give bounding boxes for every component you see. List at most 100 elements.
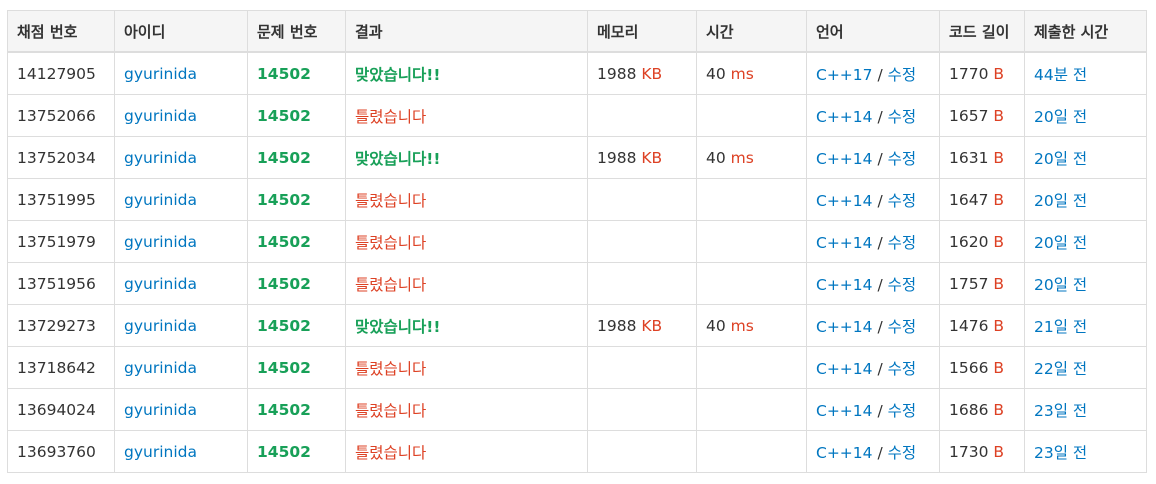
edit-link[interactable]: 수정 [887,149,917,168]
edit-link[interactable]: 수정 [887,401,917,420]
edit-link[interactable]: 수정 [887,191,917,210]
result-cell: 맞았습니다!! [345,304,588,347]
language-link[interactable]: C++14 [816,191,873,210]
edit-link[interactable]: 수정 [887,443,917,462]
user-link[interactable]: gyurinida [124,274,197,293]
edit-link[interactable]: 수정 [887,65,917,84]
language-link[interactable]: C++17 [816,65,873,84]
submitted-time-link[interactable]: 23일 전 [1034,401,1088,420]
language-cell: C++14 / 수정 [806,430,940,473]
language-link[interactable]: C++14 [816,401,873,420]
code-length-unit: B [993,148,1005,167]
submitted-time-link[interactable]: 20일 전 [1034,233,1088,252]
submitted-time-link[interactable]: 20일 전 [1034,149,1088,168]
submitted-time-cell: 23일 전 [1024,388,1147,431]
status-table-container: 채점 번호 아이디 문제 번호 결과 메모리 시간 언어 코드 길이 제출한 시… [7,10,1147,473]
problem-link[interactable]: 14502 [257,442,311,461]
user-cell: gyurinida [114,346,248,389]
submitted-time-link[interactable]: 44분 전 [1034,65,1088,84]
language-separator: / [877,275,883,294]
language-separator: / [877,359,883,378]
language-cell: C++14 / 수정 [806,178,940,221]
problem-cell: 14502 [247,136,346,179]
language-cell: C++14 / 수정 [806,94,940,137]
user-link[interactable]: gyurinida [124,106,197,125]
language-separator: / [877,233,883,252]
code-length-unit: B [993,442,1005,461]
result-cell: 맞았습니다!! [345,136,588,179]
user-link[interactable]: gyurinida [124,358,197,377]
header-problem-number: 문제 번호 [247,10,346,53]
code-length-value: 1631 [949,148,989,167]
edit-link[interactable]: 수정 [887,317,917,336]
user-link[interactable]: gyurinida [124,190,197,209]
submitted-time-cell: 20일 전 [1024,262,1147,305]
problem-cell: 14502 [247,220,346,263]
user-link[interactable]: gyurinida [124,64,197,83]
code-length-cell: 1620 B [939,220,1025,263]
language-link[interactable]: C++14 [816,443,873,462]
user-link[interactable]: gyurinida [124,442,197,461]
problem-link[interactable]: 14502 [257,400,311,419]
submitted-time-link[interactable]: 20일 전 [1034,107,1088,126]
user-cell: gyurinida [114,262,248,305]
table-row: 13752034 gyurinida 14502 맞았습니다!! 1988 KB… [7,136,1147,179]
code-length-unit: B [993,316,1005,335]
memory-cell [587,346,697,389]
problem-link[interactable]: 14502 [257,316,311,335]
memory-cell [587,178,697,221]
result-cell: 틀렸습니다 [345,430,588,473]
language-separator: / [877,443,883,462]
language-link[interactable]: C++14 [816,275,873,294]
user-cell: gyurinida [114,304,248,347]
submitted-time-link[interactable]: 22일 전 [1034,359,1088,378]
code-length-cell: 1566 B [939,346,1025,389]
problem-link[interactable]: 14502 [257,148,311,167]
user-link[interactable]: gyurinida [124,148,197,167]
submitted-time-link[interactable]: 23일 전 [1034,443,1088,462]
code-length-cell: 1730 B [939,430,1025,473]
user-cell: gyurinida [114,136,248,179]
problem-link[interactable]: 14502 [257,106,311,125]
submitted-time-link[interactable]: 21일 전 [1034,317,1088,336]
problem-link[interactable]: 14502 [257,64,311,83]
problem-link[interactable]: 14502 [257,232,311,251]
table-header: 채점 번호 아이디 문제 번호 결과 메모리 시간 언어 코드 길이 제출한 시… [7,10,1147,53]
edit-link[interactable]: 수정 [887,107,917,126]
language-separator: / [877,107,883,126]
user-link[interactable]: gyurinida [124,316,197,335]
submission-id: 13694024 [7,388,115,431]
submission-id: 13693760 [7,430,115,473]
problem-link[interactable]: 14502 [257,190,311,209]
submitted-time-link[interactable]: 20일 전 [1034,275,1088,294]
time-cell: 40 ms [696,304,807,347]
edit-link[interactable]: 수정 [887,359,917,378]
result-text: 틀렸습니다 [355,191,427,210]
edit-link[interactable]: 수정 [887,233,917,252]
memory-cell: 1988 KB [587,51,697,95]
submitted-time-cell: 20일 전 [1024,94,1147,137]
code-length-value: 1566 [949,358,989,377]
language-separator: / [877,191,883,210]
language-link[interactable]: C++14 [816,233,873,252]
language-link[interactable]: C++14 [816,107,873,126]
edit-link[interactable]: 수정 [887,275,917,294]
language-separator: / [877,149,883,168]
memory-cell [587,262,697,305]
memory-value: 1988 [597,316,637,335]
submitted-time-cell: 21일 전 [1024,304,1147,347]
table-row: 14127905 gyurinida 14502 맞았습니다!! 1988 KB… [7,51,1147,95]
user-link[interactable]: gyurinida [124,232,197,251]
language-link[interactable]: C++14 [816,149,873,168]
user-cell: gyurinida [114,388,248,431]
code-length-cell: 1770 B [939,51,1025,95]
problem-cell: 14502 [247,346,346,389]
language-link[interactable]: C++14 [816,359,873,378]
submitted-time-link[interactable]: 20일 전 [1034,191,1088,210]
language-link[interactable]: C++14 [816,317,873,336]
user-link[interactable]: gyurinida [124,400,197,419]
problem-link[interactable]: 14502 [257,358,311,377]
code-length-value: 1757 [949,274,989,293]
user-cell: gyurinida [114,94,248,137]
problem-link[interactable]: 14502 [257,274,311,293]
